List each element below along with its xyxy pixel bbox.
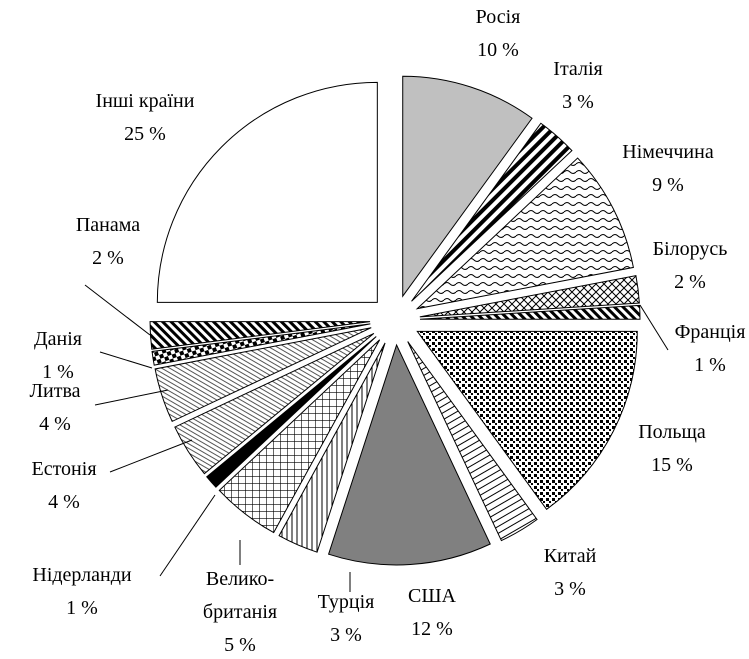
leader-line [159,494,216,577]
value-label: 4 % [39,413,71,435]
value-label: 4 % [48,491,80,513]
pie-slice [206,336,377,488]
category-label: Франція [675,321,746,343]
value-label: 12 % [411,618,453,640]
category-label: Нідерланди [32,564,132,586]
value-label: 2 % [92,247,124,269]
category-label: Білорусь [653,238,728,260]
pie-slice [411,122,573,302]
pie-slice [156,81,378,303]
pie-slice [402,75,533,298]
leader-line [84,284,151,336]
pie-slice [174,332,375,475]
value-label: 15 % [651,454,693,476]
category-label: Інші країни [96,90,195,112]
value-label: 3 % [330,624,362,646]
pie-slice [327,343,491,566]
category-label: Турція [318,591,375,613]
pie-slice [419,275,640,318]
pie-slice [149,321,371,350]
leader-line [109,439,193,473]
labels: Росія 10 % Італія 3 % Німеччина 9 % Білорусь 2 … [29,6,745,656]
category-label: Литва [29,380,80,402]
value-label: 10 % [477,39,519,61]
slices [149,75,641,566]
leader-line [99,351,153,369]
value-label: 9 % [652,174,684,196]
value-label: 25 % [124,123,166,145]
category-label: Велико-британія [203,568,277,623]
category-label: Китай [544,545,597,567]
value-label: 1 % [66,597,98,619]
category-label: Польща [638,421,706,443]
value-label: 5 % [224,634,256,656]
category-label: Панама [76,214,140,236]
pie-slice [154,327,372,423]
pie-slice [416,330,638,511]
category-label: Італія [553,58,602,80]
category-label: США [408,585,457,607]
leader-line [94,389,169,406]
value-label: 3 % [554,578,586,600]
category-label: Данія [34,328,82,350]
leader-line [639,304,669,351]
value-label: 1 % [42,361,74,383]
pie-slice [415,157,634,310]
category-label: Німеччина [622,141,714,163]
value-label: 2 % [674,271,706,293]
pie-slice [419,304,641,320]
pie-slice [278,342,386,553]
pie-slice [407,341,538,542]
value-label: 3 % [562,91,594,113]
pie-slice [151,323,371,366]
pie-slice [218,339,381,534]
value-label: 1 % [694,354,726,376]
category-label: Росія [476,6,521,28]
category-label: Естонія [31,458,96,480]
